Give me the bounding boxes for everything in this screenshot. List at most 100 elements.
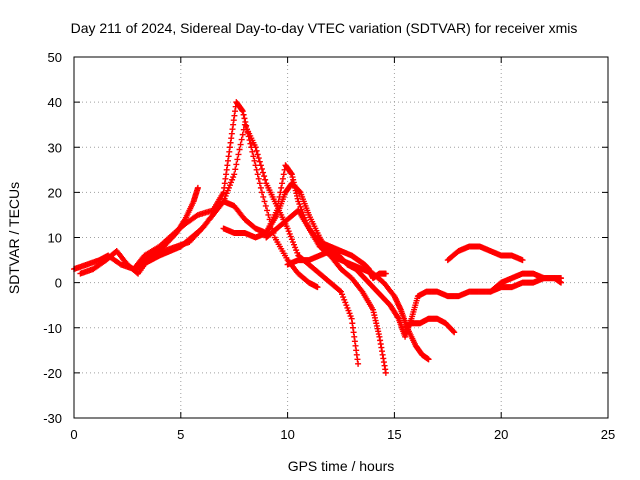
data-point — [262, 202, 269, 209]
data-point — [336, 287, 343, 294]
data-point — [257, 184, 264, 191]
x-tick-label: 15 — [387, 427, 401, 442]
data-point — [253, 166, 260, 173]
data-point — [284, 225, 291, 232]
data-point — [258, 189, 265, 196]
data-point — [291, 241, 298, 248]
data-point — [344, 304, 351, 311]
y-tick-label: 50 — [48, 50, 62, 65]
x-tick-label: 25 — [601, 427, 615, 442]
data-point — [292, 244, 299, 251]
data-point — [558, 275, 565, 282]
data-point — [240, 111, 247, 118]
data-point — [289, 239, 296, 246]
axis-ticks: 0 5 10 15 20 25 -30 -20 -10 0 10 20 30 40 50 — [43, 50, 615, 442]
data-point — [252, 144, 259, 151]
data-point — [276, 193, 283, 200]
data-point — [280, 171, 287, 178]
x-tick-label: 20 — [494, 427, 508, 442]
y-tick-label: 40 — [48, 95, 62, 110]
data-point — [425, 356, 432, 363]
data-point — [241, 115, 248, 122]
data-point — [274, 202, 281, 209]
data-point — [232, 166, 239, 173]
data-point — [257, 162, 264, 169]
data-points — [71, 99, 565, 376]
grid — [74, 57, 608, 418]
series-track-4 — [130, 180, 389, 376]
data-point — [285, 228, 292, 235]
data-point — [235, 151, 242, 158]
data-point — [314, 284, 321, 291]
data-point — [254, 151, 261, 158]
data-point — [226, 182, 233, 189]
data-point — [254, 171, 261, 178]
x-tick-label: 5 — [177, 427, 184, 442]
data-point — [262, 176, 269, 183]
y-tick-label: -30 — [43, 411, 62, 426]
data-point — [338, 288, 344, 295]
y-tick-label: -10 — [43, 321, 62, 336]
data-point — [279, 180, 286, 187]
y-tick-label: 0 — [55, 276, 62, 291]
data-point — [251, 157, 258, 164]
data-point — [234, 156, 241, 163]
data-point — [275, 198, 282, 205]
data-point — [297, 203, 304, 210]
data-point — [382, 369, 389, 376]
data-point — [296, 188, 303, 195]
y-axis-label: SDTVAR / TECUs — [6, 182, 22, 294]
data-point — [264, 207, 271, 214]
data-point — [222, 192, 229, 199]
data-point — [519, 257, 526, 264]
data-point — [342, 299, 349, 306]
data-point — [261, 198, 268, 205]
series-track-10 — [487, 270, 565, 295]
data-point — [347, 313, 354, 320]
data-point — [341, 296, 348, 303]
data-point — [238, 136, 245, 143]
data-point — [230, 174, 237, 181]
data-point — [261, 173, 268, 180]
data-point — [258, 165, 265, 172]
data-point — [339, 291, 346, 298]
data-point — [355, 360, 362, 367]
data-point — [294, 249, 301, 256]
data-point — [237, 141, 244, 148]
data-point — [345, 307, 352, 314]
y-tick-label: 10 — [48, 231, 62, 246]
x-tick-label: 0 — [70, 427, 77, 442]
data-point — [286, 230, 293, 237]
series-track-8 — [402, 315, 458, 336]
data-point — [451, 329, 458, 336]
data-point — [382, 270, 389, 277]
data-point — [255, 155, 262, 162]
data-point — [253, 147, 260, 154]
data-point — [229, 176, 236, 183]
data-point — [340, 294, 347, 301]
data-point — [346, 310, 353, 317]
data-point — [250, 153, 257, 160]
x-axis-label: GPS time / hours — [288, 458, 395, 474]
data-point — [247, 140, 254, 147]
y-tick-label: 30 — [48, 140, 62, 155]
data-point — [296, 201, 303, 208]
data-point — [227, 179, 234, 186]
data-point — [223, 190, 230, 197]
data-point — [273, 207, 280, 214]
data-point — [260, 193, 267, 200]
data-point — [239, 131, 246, 138]
data-point — [224, 187, 231, 194]
data-point — [236, 146, 243, 153]
series-track-9 — [444, 243, 526, 264]
data-point — [277, 189, 284, 196]
chart-title: Day 211 of 2024, Sidereal Day-to-day VTE… — [71, 20, 578, 36]
data-point — [450, 328, 457, 335]
y-tick-label: -20 — [43, 366, 62, 381]
data-point — [343, 302, 350, 309]
data-point — [225, 184, 232, 191]
data-point — [194, 184, 201, 191]
x-tick-label: 10 — [280, 427, 294, 442]
data-point — [256, 158, 263, 165]
